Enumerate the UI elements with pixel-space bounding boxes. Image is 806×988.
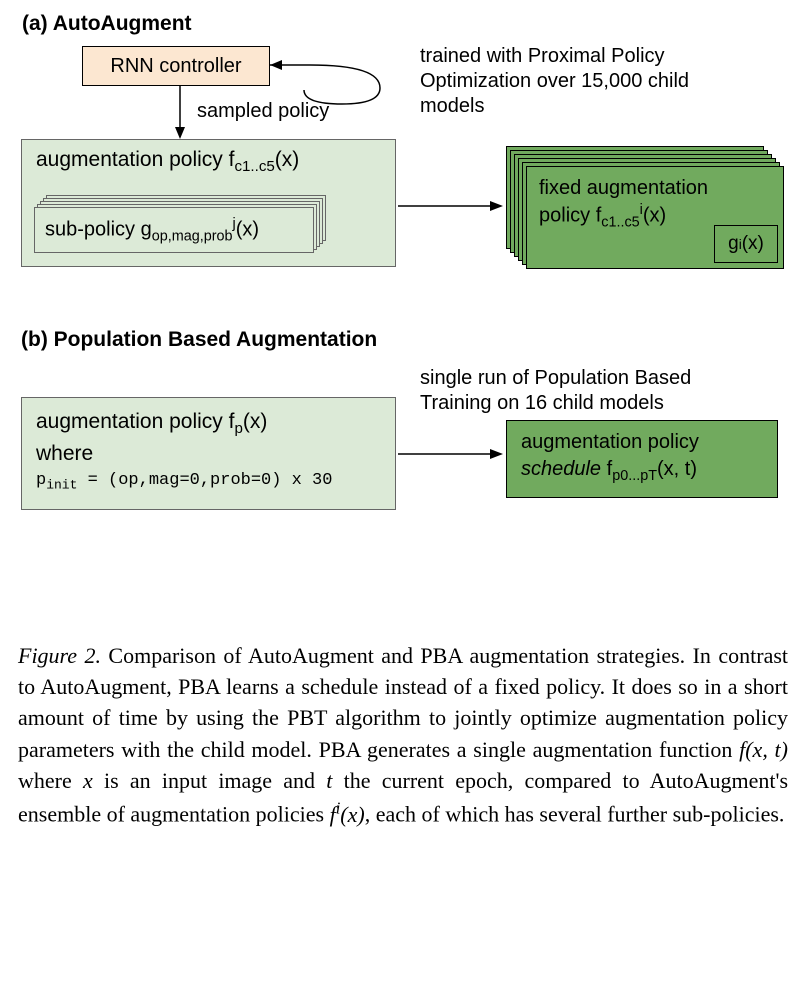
g-box: gi(x) xyxy=(714,225,778,263)
aug-policy-sub: c1..c5 xyxy=(234,158,274,175)
aug-b-sub: p xyxy=(234,420,242,437)
sub-policy-box: sub-policy gop,mag,probj(x) xyxy=(34,207,314,253)
sub-policy-sub: op,mag,prob xyxy=(152,229,233,245)
fixed-aug-line1: fixed augmentation xyxy=(539,175,771,201)
schedule-line1: augmentation policy xyxy=(521,429,763,456)
fixed-aug-policy-sub: c1..c5 xyxy=(601,215,639,231)
arrow-to-fixed xyxy=(398,196,503,216)
figure-label: Figure 2. xyxy=(18,643,101,668)
rnn-controller-label: RNN controller xyxy=(110,55,241,78)
fxt: f(x, t) xyxy=(739,737,788,762)
fix-suffix: (x) xyxy=(340,802,364,827)
schedule-word: schedule xyxy=(521,458,601,480)
aug-b-suffix: (x) xyxy=(243,410,268,433)
caption-text-1: Comparison of AutoAugment and PBA augmen… xyxy=(18,643,788,762)
caption-text-2: where xyxy=(18,768,83,793)
pinit-sub: init xyxy=(46,477,77,492)
fixed-aug-policy-suffix: (x) xyxy=(643,205,666,227)
aug-policy-b-box: augmentation policy fp(x) where pinit = … xyxy=(21,397,396,510)
schedule-sub: p0...pT xyxy=(612,468,657,484)
section-a-title: (a) AutoAugment xyxy=(22,12,192,36)
caption-text-3: is an input image and xyxy=(93,768,327,793)
sub-policy-suffix: (x) xyxy=(236,219,259,241)
rnn-controller-box: RNN controller xyxy=(82,46,270,86)
sampled-policy-arrow xyxy=(170,86,190,139)
sub-policy-prefix: sub-policy g xyxy=(45,219,152,241)
schedule-suffix: (x, t) xyxy=(657,458,697,480)
section-a-desc: trained with Proximal Policy Optimizatio… xyxy=(420,44,750,119)
g-box-prefix: g xyxy=(728,233,739,255)
schedule-f: f xyxy=(601,458,612,480)
sampled-policy-label: sampled policy xyxy=(197,99,329,124)
x-var: x xyxy=(83,768,93,793)
g-box-suffix: (x) xyxy=(742,233,764,255)
section-b-desc: single run of Population Based Training … xyxy=(420,366,760,416)
arrow-b xyxy=(398,444,503,464)
pinit-prefix: p xyxy=(36,471,46,490)
aug-policy-prefix: augmentation policy f xyxy=(36,148,234,171)
schedule-box: augmentation policy schedule fp0...pT(x,… xyxy=(506,420,778,498)
figure-caption: Figure 2. Comparison of AutoAugment and … xyxy=(18,640,788,830)
caption-text-5: , each of which has several further sub-… xyxy=(365,802,785,827)
pinit-eq: = (op,mag=0,prob=0) x 30 xyxy=(77,471,332,490)
aug-b-prefix: augmentation policy f xyxy=(36,410,234,433)
section-b-title: (b) Population Based Augmentation xyxy=(21,328,377,352)
fixed-aug-policy-prefix: policy f xyxy=(539,205,601,227)
where-label: where xyxy=(36,440,381,468)
aug-policy-suffix: (x) xyxy=(275,148,300,171)
